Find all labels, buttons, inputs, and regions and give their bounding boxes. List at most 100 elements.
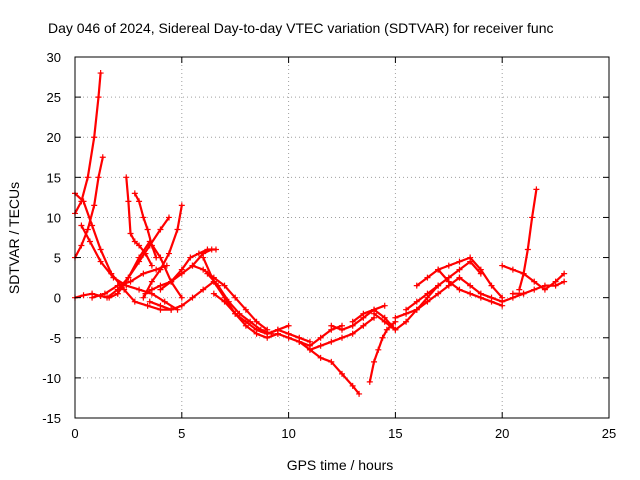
data-point [165,214,172,221]
data-point [529,214,536,221]
data-point [477,290,484,297]
series-line [191,264,269,331]
data-point [84,174,91,181]
data-point [349,318,356,325]
data-point [97,70,104,77]
data-point [383,326,390,333]
data-point [131,298,138,305]
data-point [148,286,155,293]
data-point [360,322,367,329]
data-point [392,314,399,321]
data-point [221,282,228,289]
data-point [413,298,420,305]
data-point [123,174,130,181]
data-point [99,154,106,161]
y-tick-label: 10 [47,210,61,225]
data-point [413,282,420,289]
data-point [360,310,367,317]
data-point [91,134,98,141]
y-tick-label: -5 [49,331,61,346]
data-point [456,286,463,293]
x-tick-label: 25 [602,426,616,441]
y-axis-label: SDTVAR / TECUs [6,182,22,294]
series-arc-32 [499,262,568,293]
data-point [157,302,164,309]
x-tick-label: 0 [71,426,78,441]
series-arc-21 [296,338,363,397]
data-point [445,278,452,285]
data-point [488,282,495,289]
series-line [73,156,104,259]
series-arc-18 [189,262,271,333]
data-point [509,266,516,273]
data-point [561,278,568,285]
data-point [215,282,222,289]
data-point [142,250,149,257]
data-point [349,330,356,337]
data-point [317,342,324,349]
data-point [174,226,181,233]
series-line [73,71,102,215]
data-point [232,294,239,301]
series-arc-15 [200,254,281,341]
data-point [339,334,345,341]
data-point [392,326,399,333]
data-point [200,254,207,261]
series-line [142,204,183,299]
data-point [379,334,386,341]
y-tick-label: 5 [54,251,61,266]
data-point [127,278,134,285]
data-point [131,190,138,197]
data-point [413,306,420,313]
series-arc-31 [456,274,527,305]
series-arc-06 [89,262,170,301]
data-point [232,310,239,317]
data-point [541,282,548,289]
data-point [285,334,292,341]
data-point [371,310,378,317]
data-point [178,294,185,301]
data-point [403,318,410,325]
data-point [477,266,484,273]
series-line [405,260,482,311]
data-point [509,290,516,297]
data-point [456,258,463,265]
data-point [531,286,538,293]
data-point [381,302,388,309]
data-point [165,250,172,257]
data-point [552,282,559,289]
data-point [561,270,568,277]
data-point [435,290,442,297]
data-point [189,262,196,269]
series-arc-34 [516,186,540,293]
chart-title: Day 046 of 2024, Sidereal Day-to-day VTE… [48,20,554,36]
y-axis-ticks: -15 -10 -5 0 5 10 15 20 25 30 [42,50,609,426]
data-point [125,274,132,281]
data-point [101,290,108,297]
data-point [78,222,85,229]
data-point [366,378,373,385]
data-point [84,226,91,233]
data-point [91,202,98,209]
data-point [424,274,431,281]
data-point [524,246,531,253]
data-point [140,214,147,221]
data-point [375,346,382,353]
data-point [381,318,388,325]
data-point [531,278,538,285]
data-point [80,292,87,299]
data-point [210,274,217,281]
data-point [178,302,185,309]
data-point [168,278,175,285]
data-point [339,326,345,333]
data-point [242,318,249,325]
data-point [86,238,93,245]
data-point [157,266,164,273]
data-point [157,254,164,261]
data-point [200,286,207,293]
x-tick-label: 5 [178,426,185,441]
x-axis-ticks: 0 5 10 15 20 25 [71,57,616,441]
data-point [97,258,104,265]
data-point [195,250,202,257]
data-point [356,390,363,397]
